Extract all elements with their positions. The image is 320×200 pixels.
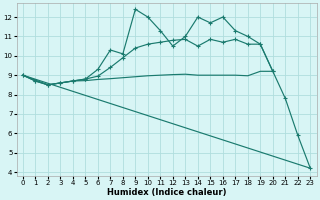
X-axis label: Humidex (Indice chaleur): Humidex (Indice chaleur): [107, 188, 226, 197]
